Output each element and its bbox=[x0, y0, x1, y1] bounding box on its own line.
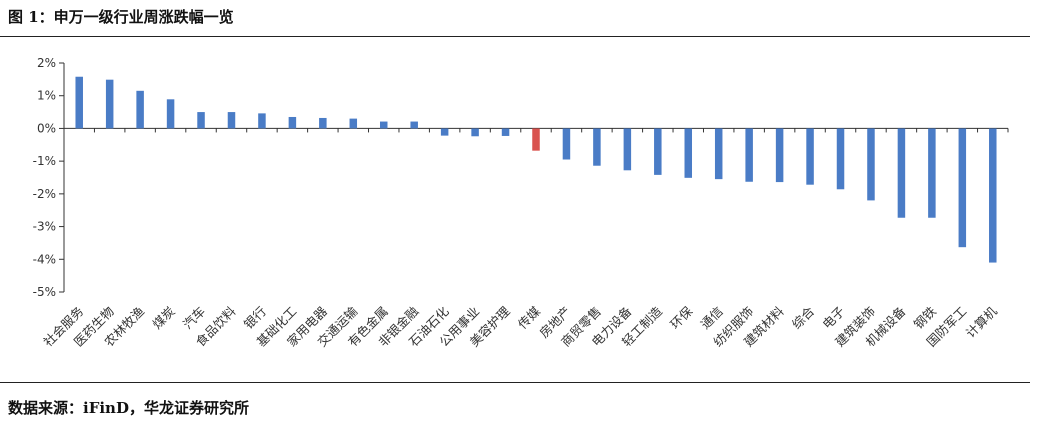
category-label: 综合 bbox=[789, 303, 818, 332]
y-tick-label: 1% bbox=[37, 89, 56, 103]
y-tick-label: -5% bbox=[33, 285, 56, 299]
bar-7 bbox=[258, 113, 266, 129]
bar-1 bbox=[75, 76, 83, 129]
category-label: 环保 bbox=[667, 303, 696, 332]
bar-10 bbox=[349, 118, 358, 129]
axis-layer: 2% 1% 0% -1% -2% -3% -4% -5% bbox=[33, 56, 1009, 299]
top-rule bbox=[0, 36, 1030, 37]
bar-25 bbox=[806, 128, 814, 185]
bar-17 bbox=[562, 128, 571, 160]
bar-24 bbox=[775, 128, 784, 183]
bar-22 bbox=[714, 128, 723, 180]
bar-8 bbox=[288, 116, 297, 129]
y-tick-label: -4% bbox=[33, 252, 56, 266]
bar-5 bbox=[197, 112, 205, 129]
y-tick-label: -3% bbox=[33, 220, 56, 234]
bar-20 bbox=[654, 128, 662, 175]
bar-13 bbox=[440, 128, 449, 136]
bar-26 bbox=[836, 128, 845, 190]
bar-27 bbox=[867, 128, 875, 201]
source-note: 数据来源：iFinD，华龙证券研究所 bbox=[8, 399, 249, 417]
bar-14 bbox=[471, 128, 479, 137]
bar-19 bbox=[623, 128, 632, 171]
bar-23 bbox=[745, 128, 753, 182]
bar-30 bbox=[958, 128, 967, 248]
bar-6 bbox=[227, 112, 236, 129]
category-label: 煤炭 bbox=[149, 304, 177, 332]
bar-18 bbox=[593, 128, 601, 166]
bottom-rule bbox=[0, 382, 1030, 383]
y-tick-label: -1% bbox=[33, 154, 56, 168]
bar-15 bbox=[501, 128, 510, 136]
bar-12 bbox=[410, 121, 418, 129]
category-label: 计算机 bbox=[963, 303, 1000, 340]
bar-28 bbox=[897, 128, 906, 218]
figure-title: 图 1：申万一级行业周涨跌幅一览 bbox=[8, 8, 234, 26]
bar-9 bbox=[319, 117, 327, 129]
bar-16 bbox=[532, 128, 540, 151]
y-tick-label: -2% bbox=[33, 187, 56, 201]
bar-layer bbox=[75, 76, 997, 263]
bar-31 bbox=[989, 128, 997, 263]
bar-4 bbox=[166, 99, 175, 129]
y-tick-label: 0% bbox=[37, 121, 56, 135]
y-tick-label: 2% bbox=[37, 56, 56, 70]
bar-3 bbox=[136, 90, 144, 129]
bar-2 bbox=[105, 79, 114, 129]
bar-21 bbox=[684, 128, 693, 178]
bar-29 bbox=[928, 128, 936, 218]
bar-11 bbox=[379, 121, 388, 129]
